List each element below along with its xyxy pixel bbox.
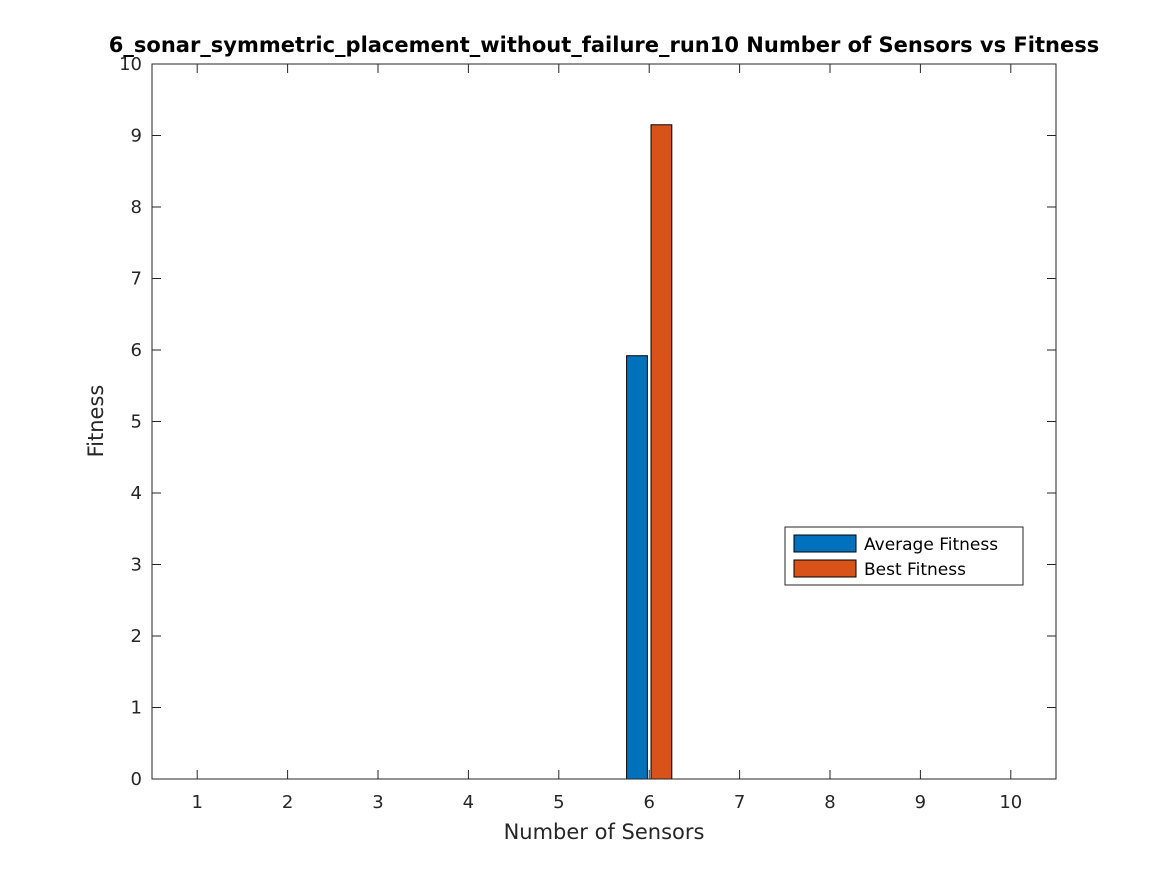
legend-swatch-average — [793, 534, 857, 553]
plot-area — [152, 64, 1056, 779]
chart-title: 6_sonar_symmetric_placement_without_fail… — [109, 33, 1099, 57]
x-tick-label: 9 — [915, 792, 926, 813]
bar-average-fitness-6 — [626, 355, 648, 780]
x-tick-label: 2 — [282, 792, 293, 813]
x-tick-label: 4 — [463, 792, 474, 813]
x-axis-label: Number of Sensors — [504, 820, 705, 844]
x-tick-label: 7 — [734, 792, 745, 813]
legend-label-best: Best Fitness — [864, 560, 966, 580]
y-tick-label: 2 — [131, 626, 142, 647]
y-tick-label: 5 — [131, 412, 142, 433]
y-tick-label: 6 — [131, 340, 142, 361]
axes-box — [151, 63, 1057, 780]
x-tick-label: 1 — [191, 792, 202, 813]
y-tick-label: 7 — [131, 269, 142, 290]
ticks-group: 1 2 3 4 5 6 7 8 9 10 0 1 2 3 4 5 6 7 8 9 10 — [119, 54, 1056, 813]
legend-label-average: Average Fitness — [864, 535, 998, 555]
y-tick-label: 3 — [131, 555, 142, 576]
x-tick-label: 5 — [553, 792, 564, 813]
legend: Average Fitness Best Fitness — [784, 526, 1024, 586]
legend-swatch-best — [793, 559, 857, 578]
y-tick-label: 0 — [131, 769, 142, 790]
bar-best-fitness-6 — [650, 124, 673, 780]
bars-group — [626, 124, 673, 780]
x-tick-label: 3 — [372, 792, 383, 813]
y-tick-label: 8 — [131, 197, 142, 218]
y-tick-label: 10 — [119, 54, 142, 75]
x-tick-label: 8 — [824, 792, 835, 813]
y-tick-label: 1 — [131, 698, 142, 719]
x-tick-label: 6 — [643, 792, 654, 813]
x-tick-label: 10 — [999, 792, 1022, 813]
y-tick-label: 4 — [131, 483, 142, 504]
y-axis-label: Fitness — [84, 385, 108, 458]
y-tick-label: 9 — [131, 126, 142, 147]
